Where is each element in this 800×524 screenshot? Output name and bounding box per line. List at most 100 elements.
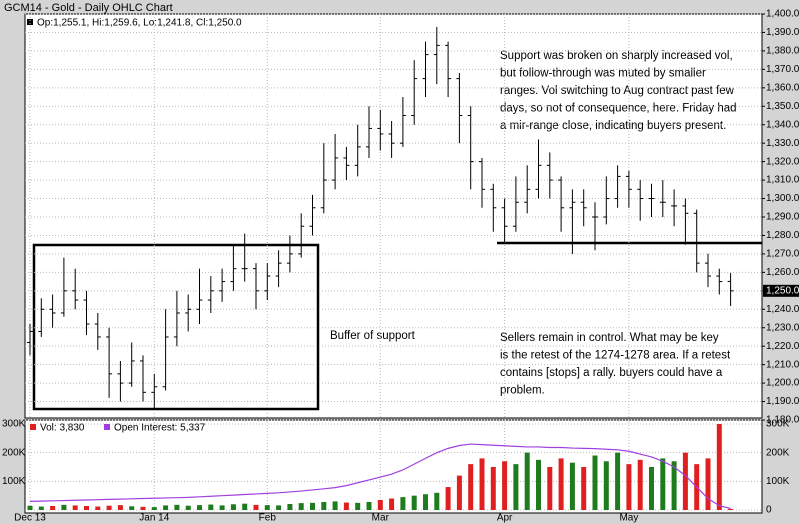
v-tick-label: 100K [766, 476, 790, 487]
volume-bar [219, 505, 225, 510]
volume-bar [705, 458, 711, 510]
volume-bar [411, 495, 417, 510]
volume-bar [536, 459, 541, 510]
volume-bar [592, 455, 598, 510]
volume-bar [298, 503, 304, 510]
v-tick-label: 200K [766, 447, 790, 458]
ohlc-header: Op:1,255.1, Hi:1,259.6, Lo:1,241.8, Cl:1… [37, 18, 242, 29]
annotation-line: contains [stops] a rally. buyers could h… [500, 367, 723, 379]
volume-bar [423, 494, 428, 510]
y-tick-label: 1,330.0 [766, 138, 800, 149]
annotation-line: but follow-through was muted by smaller [500, 68, 706, 80]
y-tick-label: 1,270.0 [766, 249, 800, 260]
volume-bar [389, 498, 395, 510]
volume-bar [615, 452, 621, 510]
v-tick-label-left: 100K [2, 476, 26, 487]
volume-bar [728, 508, 734, 510]
y-tick-label: 1,190.0 [766, 396, 800, 407]
volume-bar [151, 507, 157, 510]
y-tick-label: 1,260.0 [766, 267, 800, 278]
volume-bar [649, 467, 654, 510]
volume-bar [547, 467, 553, 510]
annotation-line: is the retest of the 1274-1278 area. If … [500, 350, 731, 362]
volume-bar [208, 504, 214, 510]
volume-bar [117, 505, 123, 510]
legend-swatch [104, 424, 110, 430]
volume-bar [490, 467, 496, 510]
volume-bar [400, 497, 406, 510]
volume-bar [456, 475, 462, 510]
volume-bar [682, 452, 688, 510]
y-tick-label: 1,230.0 [766, 322, 800, 333]
volume-bar [603, 461, 609, 510]
y-tick-label: 1,220.0 [766, 341, 800, 352]
volume-bar [671, 461, 677, 510]
y-tick-label: 1,400.0 [766, 9, 800, 20]
y-tick-label: 1,280.0 [766, 230, 800, 241]
annotation-line: days, so not of consequence, here. Frida… [500, 103, 737, 115]
x-tick-label: May [619, 513, 638, 524]
volume-bar [321, 501, 327, 510]
y-tick-label: 1,240.0 [766, 304, 800, 315]
x-tick-label: Apr [497, 513, 513, 524]
volume-bar [197, 505, 202, 510]
volume-bar [502, 461, 508, 510]
volume-bar [310, 502, 315, 510]
volume-bar [581, 467, 587, 510]
y-tick-label: 1,350.0 [766, 101, 800, 112]
volume-bar [569, 462, 575, 510]
annotations: Support was broken on sharply increased … [330, 50, 737, 397]
y-tick-label: 1,300.0 [766, 193, 800, 204]
y-tick-label: 1,370.0 [766, 64, 800, 75]
volume-bar [129, 506, 135, 510]
volume-bar [660, 458, 666, 510]
y-tick-label: 1,320.0 [766, 156, 800, 167]
y-tick-label: 1,210.0 [766, 359, 800, 370]
volume-bar [366, 501, 372, 510]
y-tick-label: 1,390.0 [766, 27, 800, 38]
x-tick-label: Jan 14 [139, 513, 169, 524]
volume-bar [513, 464, 519, 510]
legend-vol: Vol: 3,830 [40, 423, 85, 434]
volume-bar [558, 458, 564, 510]
y-tick-label: 1,200.0 [766, 378, 800, 389]
chart-title: GCM14 - Gold - Daily OHLC Chart [4, 2, 173, 14]
x-tick-label: Feb [259, 513, 277, 524]
y-tick-label: 1,380.0 [766, 46, 800, 57]
volume-bar [174, 504, 180, 510]
v-tick-label-left: 300K [2, 419, 26, 430]
volume-bar [716, 424, 722, 510]
volume-bar [287, 503, 293, 510]
volume-bar [343, 502, 349, 510]
volume-bar [637, 459, 643, 510]
volume-bar [84, 505, 89, 510]
volume-bar [185, 505, 191, 510]
y-tick-label: 1,310.0 [766, 175, 800, 186]
volume-bar [230, 504, 236, 510]
annotation-line: Support was broken on sharply increased … [500, 50, 733, 62]
volume-bar [377, 499, 383, 510]
volume-bar [479, 458, 485, 510]
volume-bar [61, 504, 67, 510]
legend-swatch [27, 19, 33, 25]
x-tick-label: Dec 13 [14, 513, 46, 524]
annotation-line: Buffer of support [330, 330, 416, 342]
open-interest-line [29, 443, 731, 510]
volume-bar [626, 464, 632, 510]
volume-bar [50, 505, 56, 510]
volume-bar [27, 505, 33, 510]
y-tick-label: 1,360.0 [766, 82, 800, 93]
volume-bar [253, 504, 259, 510]
legend-oi: Open Interest: 5,337 [114, 423, 206, 434]
last-price-label: 1,250.0 [766, 285, 800, 296]
v-tick-label-left: 200K [2, 447, 26, 458]
y-tick-label: 1,340.0 [766, 119, 800, 130]
volume-bar [264, 505, 270, 510]
v-tick-label: 300K [766, 419, 790, 430]
volume-bar [355, 502, 361, 510]
volume-bar [38, 506, 44, 510]
volume-bar [468, 464, 474, 510]
volume-bar [242, 503, 248, 510]
annotation-line: Sellers remain in control. What may be k… [500, 332, 719, 344]
volume-bar [332, 501, 338, 510]
